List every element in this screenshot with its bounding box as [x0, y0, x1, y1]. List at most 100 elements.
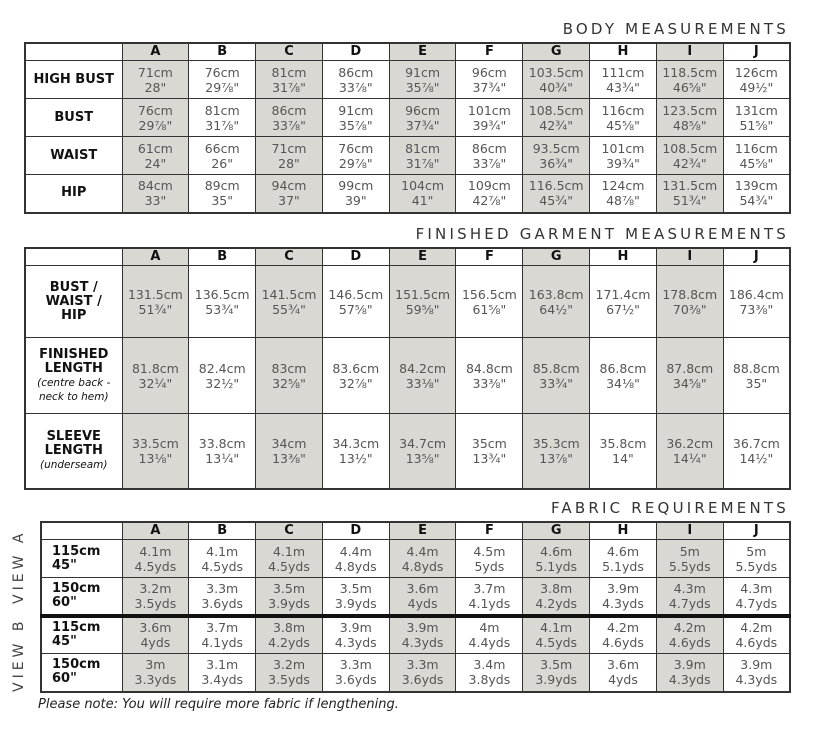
imperial-value: 4.5yds — [268, 558, 310, 574]
size-header: F — [455, 521, 524, 540]
metric-value: 89cm — [204, 178, 240, 194]
metric-value: 3.9m — [606, 580, 639, 596]
imperial-value: 36¾" — [539, 155, 574, 171]
size-header: B — [188, 42, 257, 61]
imperial-value: 4.8yds — [334, 558, 377, 574]
value-cell: 3.9m 4.3yds — [655, 653, 724, 692]
value-cell: 4.1m 4.5yds — [255, 539, 323, 578]
metric-value: 3.9m — [673, 657, 706, 673]
value-cell: 3m 3.3yds — [121, 653, 190, 692]
size-header: D — [321, 247, 390, 266]
imperial-value: 4.7yds — [735, 595, 778, 611]
metric-value: 81cm — [204, 102, 240, 118]
imperial-value: 33⅛" — [405, 375, 440, 391]
corner-cell — [40, 521, 123, 540]
fabric-width-cm: 115cm — [52, 543, 101, 559]
value-cell: 96cm 37¾" — [388, 98, 457, 137]
imperial-value: 51⅝" — [739, 117, 774, 133]
value-cell: 3.6m 4yds — [121, 613, 190, 654]
value-cell: 99cm 39" — [321, 174, 390, 213]
row-label: HIGH BUST — [24, 60, 123, 99]
imperial-value: 33⅞" — [338, 79, 373, 95]
size-header: I — [655, 247, 724, 266]
value-cell: 61cm 24" — [121, 136, 190, 175]
value-cell: 3.2m 3.5yds — [121, 577, 190, 616]
imperial-value: 32⅝" — [272, 375, 306, 391]
value-cell: 3.7m 4.1yds — [188, 613, 257, 654]
value-cell: 81cm 31⅞" — [188, 98, 257, 137]
metric-value: 111cm — [601, 64, 645, 80]
value-cell: 4.1m 4.5yds — [121, 539, 190, 578]
metric-value: 4.1m — [206, 543, 239, 559]
row-label-note: (centre back - neck to hem) — [37, 376, 111, 403]
fabric-width-in: 45" — [52, 634, 77, 650]
imperial-value: 28" — [144, 79, 167, 95]
metric-value: 35.8cm — [599, 435, 647, 451]
table-row: BUST / WAIST / HIP 131.5cm 51¾" 136.5cm 53¾"… — [24, 265, 791, 338]
imperial-value: 70⅜" — [672, 301, 707, 317]
imperial-value: 59⅝" — [405, 301, 440, 317]
imperial-value: 4.7yds — [668, 595, 711, 611]
metric-value: 156.5cm — [461, 286, 517, 302]
imperial-value: 39" — [344, 193, 367, 209]
value-cell: 3.3m 3.6yds — [388, 653, 457, 692]
fabric-width-cm: 115cm — [52, 620, 101, 636]
imperial-value: 4.6yds — [602, 635, 644, 651]
fabric-width-cm: 150cm — [52, 657, 101, 673]
imperial-value: 33⅜" — [472, 375, 507, 391]
metric-value: 34.3cm — [332, 435, 380, 451]
value-cell: 186.4cm 73⅜" — [722, 265, 791, 338]
imperial-value: 4yds — [407, 595, 438, 611]
metric-value: 3.9m — [406, 620, 439, 636]
metric-value: 3.8m — [272, 620, 306, 636]
metric-value: 3.1m — [206, 657, 239, 673]
imperial-value: 5.5yds — [735, 558, 778, 574]
value-cell: 71cm 28" — [121, 60, 190, 99]
value-cell: 81cm 31⅞" — [255, 60, 323, 99]
metric-value: 4.2m — [606, 620, 639, 636]
value-cell: 88.8cm 35" — [722, 337, 791, 414]
metric-value: 94cm — [271, 178, 307, 194]
imperial-value: 37" — [278, 193, 300, 209]
imperial-value: 67½" — [606, 301, 640, 317]
imperial-value: 4.2yds — [535, 595, 578, 611]
metric-value: 186.4cm — [728, 286, 784, 302]
size-header: F — [455, 247, 524, 266]
value-cell: 123.5cm 48⅝" — [655, 98, 724, 137]
corner-cell — [24, 247, 123, 266]
size-header: A — [121, 42, 190, 61]
size-header: J — [722, 247, 791, 266]
finished-garment-title: FINISHED GARMENT MEASUREMENTS — [415, 225, 789, 243]
value-cell: 83.6cm 32⅞" — [321, 337, 390, 414]
metric-value: 151.5cm — [395, 286, 450, 302]
metric-value: 85.8cm — [532, 360, 580, 376]
value-cell: 108.5cm 42¾" — [655, 136, 724, 175]
value-cell: 86cm 33⅞" — [321, 60, 390, 99]
imperial-value: 29⅞" — [338, 155, 373, 171]
metric-value: 3.3m — [339, 657, 372, 673]
imperial-value: 3.6yds — [334, 672, 377, 688]
fabric-requirements-title: FABRIC REQUIREMENTS — [550, 499, 789, 517]
metric-value: 36.2cm — [666, 435, 714, 451]
size-header: F — [455, 42, 524, 61]
metric-value: 96cm — [405, 102, 441, 118]
imperial-value: 14¼" — [672, 450, 707, 466]
metric-value: 4.6m — [606, 543, 639, 559]
value-cell: 3.5m 3.9yds — [255, 577, 323, 616]
size-header: H — [589, 521, 657, 540]
value-cell: 4.2m 4.6yds — [589, 613, 657, 654]
imperial-value: 4.3yds — [668, 672, 711, 688]
imperial-value: 35" — [211, 193, 234, 209]
metric-value: 146.5cm — [328, 286, 384, 302]
metric-value: 61cm — [137, 140, 173, 156]
fabric-width-cm: 150cm — [52, 580, 101, 596]
value-cell: 91cm 35⅞" — [321, 98, 390, 137]
imperial-value: 29⅞" — [138, 117, 173, 133]
metric-value: 5m — [746, 543, 767, 559]
imperial-value: 4.3yds — [735, 672, 778, 688]
imperial-value: 4.6yds — [668, 635, 711, 651]
metric-value: 131cm — [734, 102, 778, 118]
metric-value: 71cm — [271, 140, 307, 156]
metric-value: 76cm — [137, 102, 173, 118]
value-cell: 4.3m 4.7yds — [722, 577, 791, 616]
